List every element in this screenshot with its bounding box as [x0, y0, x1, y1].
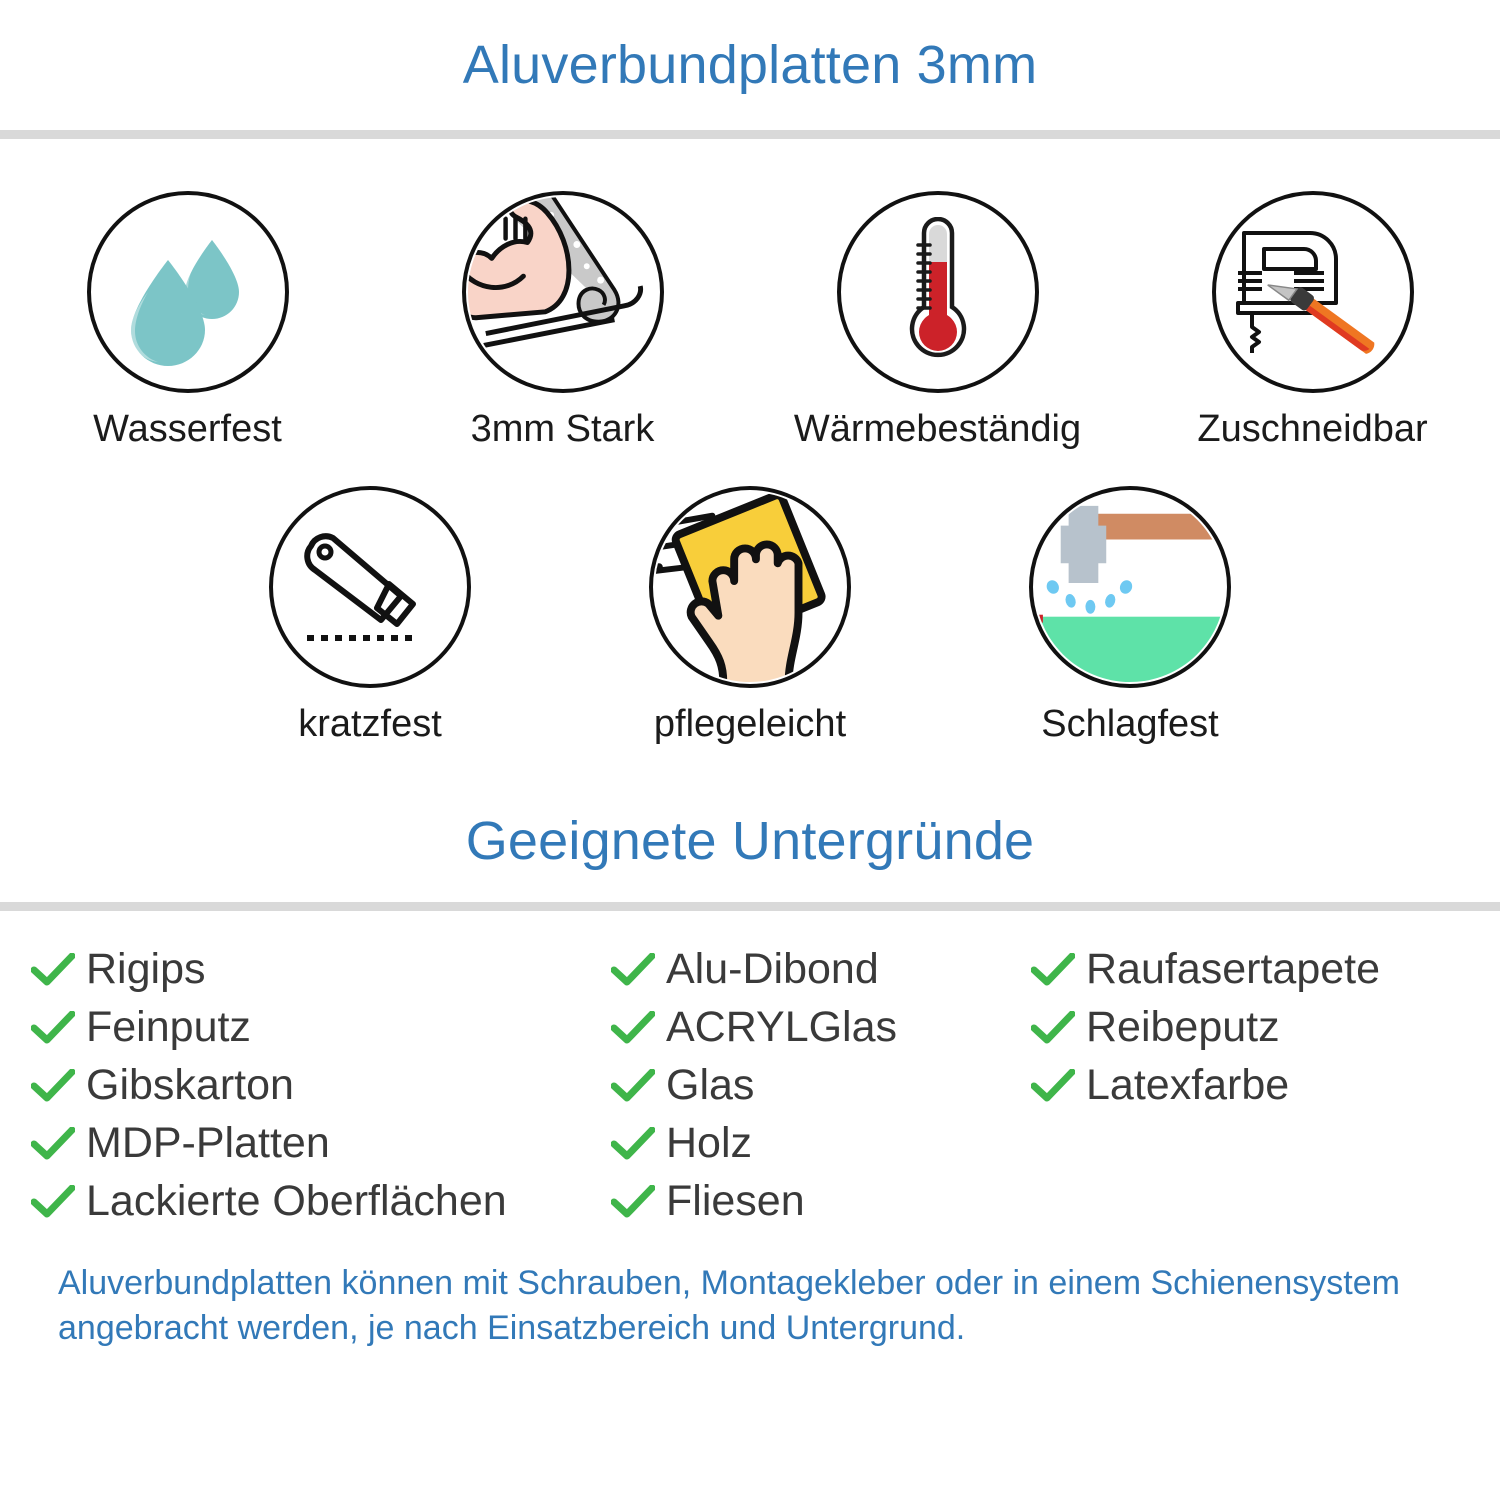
check-icon [30, 1063, 76, 1109]
section-title-substrates: Geeignete Untergründe [465, 810, 1035, 871]
flexing-arm-icon [461, 191, 664, 393]
hammer-impact-icon [1029, 485, 1231, 688]
list-item[interactable]: Reibeputz [1030, 999, 1470, 1057]
list-item-label: Feinputz [86, 1003, 251, 1052]
feature-row-2: kratzfest [0, 451, 1500, 746]
feature-zuschneidbar[interactable]: Zuschneidbar [1125, 191, 1500, 451]
list-item-label: Fliesen [666, 1177, 805, 1226]
list-item[interactable]: MDP-Platten [30, 1115, 610, 1173]
list-item-label: Lackierte Oberflächen [86, 1177, 507, 1226]
check-icon [610, 1179, 656, 1225]
feature-label: pflegeleicht [653, 702, 847, 745]
footer-note: Aluverbundplatten können mit Schrauben, … [58, 1263, 1400, 1348]
feature-wasserfest[interactable]: Wasserfest [0, 191, 375, 451]
cutter-knife-scratch-icon [269, 485, 471, 688]
feature-pflegeleicht[interactable]: pflegeleicht [560, 485, 940, 746]
list-item-label: ACRYLGlas [666, 1003, 898, 1052]
feature-label: Wärmebeständig [793, 408, 1082, 450]
list-item[interactable]: Alu-Dibond [610, 941, 1030, 999]
divider-middle [0, 901, 1500, 911]
feature-schlagfest[interactable]: Schlagfest [940, 485, 1320, 746]
list-item[interactable]: ACRYLGlas [610, 999, 1030, 1057]
list-item[interactable]: Rigips [30, 941, 610, 999]
list-item-label: Raufasertapete [1086, 945, 1381, 994]
check-icon [30, 947, 76, 993]
substrate-column-1: Rigips Feinputz Gibskarton MDP-Platten L… [0, 941, 610, 1231]
jigsaw-and-cutter-icon [1211, 191, 1414, 393]
list-item[interactable]: Fliesen [610, 1173, 1030, 1231]
list-item[interactable]: Raufasertapete [1030, 941, 1470, 999]
check-icon [30, 1179, 76, 1225]
list-item-label: Holz [666, 1119, 753, 1168]
water-drops-icon [86, 191, 289, 393]
check-icon [610, 1121, 656, 1167]
check-icon [610, 1005, 656, 1051]
divider-top [0, 130, 1500, 139]
check-icon [30, 1005, 76, 1051]
list-item-label: MDP-Platten [86, 1119, 330, 1168]
list-item[interactable]: Glas [610, 1057, 1030, 1115]
feature-label: Schlagfest [1041, 702, 1219, 745]
list-item-label: Rigips [86, 945, 206, 994]
title-block: Aluverbundplatten 3mm [0, 0, 1500, 92]
list-item[interactable]: Lackierte Oberflächen [30, 1173, 610, 1231]
check-icon [610, 947, 656, 993]
list-item-label: Gibskarton [86, 1061, 294, 1110]
substrate-column-3: Raufasertapete Reibeputz Latexfarbe [1030, 941, 1470, 1231]
feature-label: kratzfest [298, 702, 442, 745]
check-icon [30, 1121, 76, 1167]
check-icon [610, 1063, 656, 1109]
page-title: Aluverbundplatten 3mm [462, 35, 1038, 95]
check-icon [1030, 947, 1076, 993]
feature-3mm-stark[interactable]: 3mm Stark [375, 191, 750, 451]
list-item-label: Alu-Dibond [666, 945, 879, 994]
hand-with-cloth-icon [649, 485, 851, 688]
feature-label: Zuschneidbar [1197, 408, 1428, 450]
thermometer-icon [836, 191, 1039, 393]
feature-label: 3mm Stark [470, 408, 655, 450]
feature-grid: Wasserfest [0, 139, 1500, 746]
list-item[interactable]: Latexfarbe [1030, 1057, 1470, 1115]
feature-kratzfest[interactable]: kratzfest [180, 485, 560, 746]
list-item[interactable]: Feinputz [30, 999, 610, 1057]
substrate-checklist: Rigips Feinputz Gibskarton MDP-Platten L… [0, 911, 1500, 1231]
list-item-label: Latexfarbe [1086, 1061, 1290, 1110]
list-item[interactable]: Holz [610, 1115, 1030, 1173]
feature-label: Wasserfest [93, 408, 282, 450]
subheading-block: Geeignete Untergründe [0, 746, 1500, 868]
check-icon [1030, 1005, 1076, 1051]
list-item[interactable]: Gibskarton [30, 1057, 610, 1115]
feature-waermebestaendig[interactable]: Wärmebeständig [750, 191, 1125, 451]
list-item-label: Glas [666, 1061, 755, 1110]
check-icon [1030, 1063, 1076, 1109]
list-item-label: Reibeputz [1086, 1003, 1280, 1052]
substrate-column-2: Alu-Dibond ACRYLGlas Glas Holz Fliesen [610, 941, 1030, 1231]
feature-row-1: Wasserfest [0, 139, 1500, 451]
